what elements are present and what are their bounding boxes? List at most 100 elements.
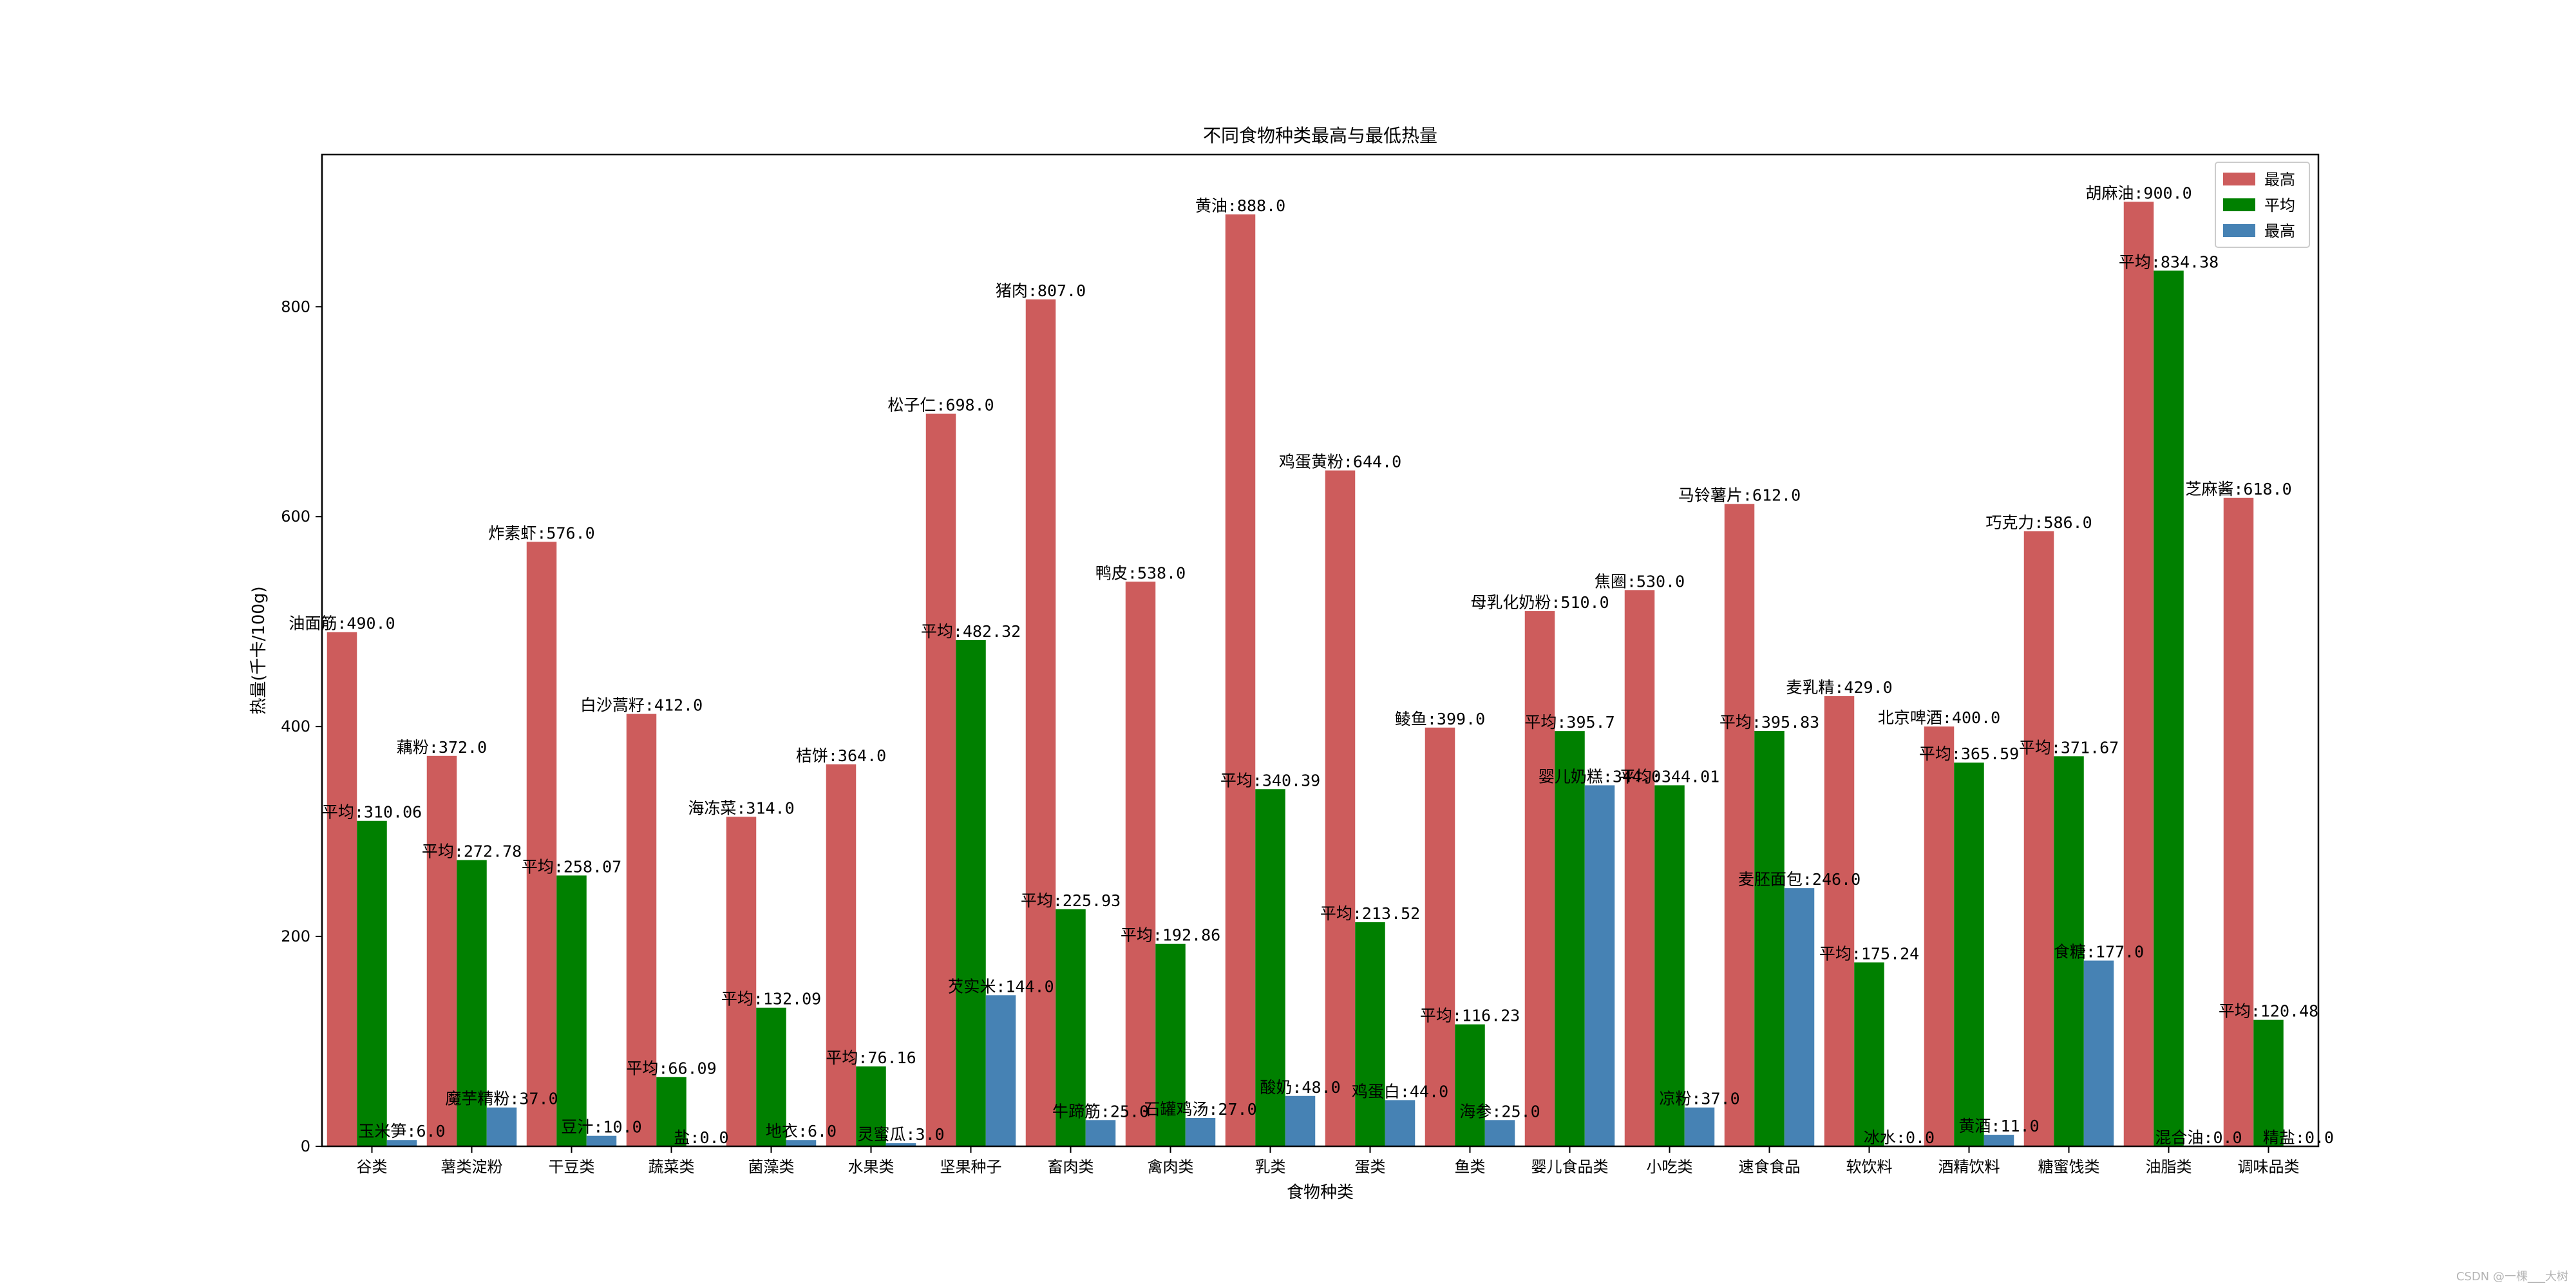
bar-2-7 [956,639,986,1146]
x-tick-label-6: 水果类 [848,1158,895,1176]
bar-1-7 [925,413,956,1146]
data-label-2-18: 平均:371.67 [2019,738,2119,757]
data-label-2-1: 平均:310.06 [322,803,422,822]
bar-1-9 [1125,582,1156,1146]
data-label-1-7: 松子仁:698.0 [887,396,994,415]
x-tick-label-13: 婴儿食品类 [1531,1158,1609,1176]
bar-3-13 [1584,785,1615,1146]
bar-1-13 [1524,611,1555,1146]
bar-3-11 [1385,1100,1416,1146]
data-label-2-4: 平均:66.09 [626,1059,716,1077]
bar-2-8 [1056,909,1086,1146]
data-label-3-17: 黄酒:11.0 [1958,1117,2039,1135]
bar-1-8 [1025,299,1056,1146]
chart-title: 不同食物种类最高与最低热量 [1203,125,1437,146]
y-tick-label-5: 800 [281,298,310,316]
legend-swatch-3 [2223,224,2255,237]
data-label-1-10: 黄油:888.0 [1195,196,1285,215]
bar-2-10 [1255,789,1285,1146]
y-ticks: 0 200 400 600 800 [281,298,322,1155]
data-label-2-9: 平均:192.86 [1121,926,1220,945]
x-ticks: 谷类 薯类淀粉 干豆类 蔬菜类 菌藻类 水果类 坚果种子 畜肉类 禽肉类 乳类 蛋类 鱼类 婴儿食品类 小… [357,1146,2300,1176]
data-label-1-6: 桔饼:364.0 [796,746,886,765]
bar-2-5 [756,1007,786,1146]
y-tick-label-4: 600 [281,507,310,526]
data-label-1-18: 巧克力:586.0 [1985,513,2092,532]
data-label-1-1: 油面筋:490.0 [289,614,395,632]
bar-3-15 [1784,888,1815,1146]
bar-2-1 [357,820,387,1146]
data-label-3-19: 混合油:0.0 [2155,1128,2242,1147]
bar-1-11 [1325,470,1356,1146]
bar-3-5 [786,1140,817,1146]
bar-1-10 [1225,214,1256,1146]
x-tick-label-7: 坚果种子 [940,1158,1002,1176]
bar-2-13 [1555,731,1585,1146]
data-label-1-8: 猪肉:807.0 [996,281,1086,300]
data-label-3-6: 灵蜜瓜:3.0 [857,1125,944,1144]
bar-1-4 [626,714,657,1146]
bar-2-17 [1954,762,1984,1146]
bar-3-6 [886,1143,916,1146]
x-tick-label-15: 速食食品 [1739,1158,1801,1176]
data-label-2-5: 平均:132.09 [721,990,821,1009]
bar-3-3 [586,1135,617,1146]
legend-entry-1: 最高 [2264,171,2295,189]
data-label-1-9: 鸭皮:538.0 [1095,564,1186,582]
bar-2-9 [1155,943,1186,1146]
bar-2-3 [556,875,587,1146]
data-label-3-9: 石罐鸡汤:27.0 [1144,1100,1256,1119]
data-label-2-3: 平均:258.07 [522,857,621,876]
y-tick-label-3: 400 [281,717,310,735]
data-label-3-10: 酸奶:48.0 [1260,1078,1340,1097]
bar-3-18 [2083,960,2114,1146]
data-label-1-19: 胡麻油:900.0 [2085,184,2192,202]
data-label-1-20: 芝麻酱:618.0 [2185,480,2291,498]
data-label-2-17: 平均:365.59 [1919,744,2019,763]
bar-2-20 [2253,1019,2284,1146]
bar-3-17 [1984,1135,2014,1146]
x-tick-label-2: 薯类淀粉 [441,1158,503,1176]
bar-2-12 [1455,1024,1485,1146]
bar-2-11 [1355,922,1385,1146]
x-tick-label-12: 鱼类 [1455,1158,1486,1176]
bar-1-2 [426,755,457,1146]
data-label-2-16: 平均:175.24 [1819,944,1919,963]
data-label-3-5: 地衣:6.0 [766,1122,837,1141]
x-tick-label-1: 谷类 [357,1158,388,1176]
data-labels-layer: 油面筋:490.0 藕粉:372.0 炸素虾:576.0 白沙蒿籽:412.0 海冻菜:… [289,184,2334,1147]
data-label-1-4: 白沙蒿籽:412.0 [580,696,703,715]
bar-3-2 [486,1107,517,1146]
data-label-3-20: 精盐:0.0 [2263,1128,2334,1147]
data-label-2-7: 平均:482.32 [921,622,1021,641]
data-label-1-13: 母乳化奶粉:510.0 [1470,593,1609,612]
bar-3-10 [1285,1095,1316,1146]
bar-1-20 [2223,497,2254,1146]
bar-2-2 [457,860,487,1146]
watermark: CSDN @一棵___大树 [2456,1270,2568,1283]
bar-1-5 [726,817,757,1146]
data-label-3-18: 食糖:177.0 [2054,943,2144,961]
bar-2-6 [856,1066,886,1146]
x-tick-label-9: 禽肉类 [1148,1158,1194,1176]
data-label-2-10: 平均:340.39 [1220,771,1320,790]
x-tick-label-11: 蛋类 [1355,1158,1386,1176]
x-tick-label-19: 油脂类 [2146,1158,2192,1176]
bars-layer [327,202,2284,1146]
data-label-3-2: 魔芋精粉:37.0 [445,1090,558,1108]
data-label-3-4: 盐:0.0 [674,1128,728,1147]
data-label-2-14: 平均:344.01 [1620,767,1719,786]
data-label-3-12: 海参:25.0 [1459,1102,1540,1121]
data-label-3-3: 豆汁:10.0 [561,1118,641,1137]
x-tick-label-14: 小吃类 [1647,1158,1693,1176]
data-label-2-13: 平均:395.7 [1524,713,1615,732]
bar-3-7 [985,995,1016,1146]
x-tick-label-18: 糖蜜饯类 [2038,1158,2100,1176]
data-label-3-14: 凉粉:37.0 [1659,1090,1739,1108]
bar-1-19 [2123,202,2154,1146]
y-axis-label: 热量(千卡/100g) [249,586,269,714]
data-label-3-13: 婴儿奶糕:344.0 [1539,767,1661,786]
x-tick-label-20: 调味品类 [2238,1158,2300,1176]
bar-1-6 [826,764,857,1146]
